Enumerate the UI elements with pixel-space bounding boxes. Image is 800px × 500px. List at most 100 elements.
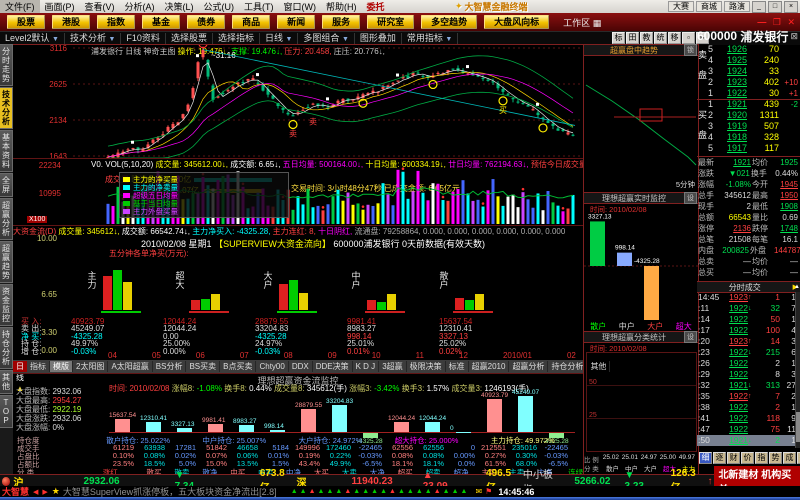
order-book-row[interactable]: 3 1924 33 <box>708 66 779 76</box>
mini-button[interactable]: 教 <box>640 32 653 44</box>
toolbar-button[interactable]: 指数 <box>97 15 136 29</box>
order-book-row[interactable]: 2 1920 1311 <box>708 110 779 120</box>
order-book-row[interactable]: 1 1922 30 +1 <box>708 88 798 98</box>
quote-tab[interactable]: 价 <box>741 452 754 464</box>
indicator-tab[interactable]: DDX <box>289 361 313 372</box>
sidebar-tab[interactable]: 技术分析 <box>0 87 13 129</box>
menu-item[interactable]: 窗口(W) <box>283 2 317 12</box>
menu-item[interactable]: 查看(V) <box>84 2 115 12</box>
indicator-tab[interactable]: Chty00 <box>256 361 289 372</box>
toolbar2-item[interactable]: 常用指标 ▼ <box>402 33 459 44</box>
toolbar-button[interactable]: 新闻 <box>277 15 316 29</box>
toolbar2-item[interactable]: Level2默认 ▼ <box>0 33 65 44</box>
toolbar-button[interactable]: 股票 <box>7 15 46 29</box>
toolbar-button[interactable]: 商品 <box>232 15 271 29</box>
menu-item[interactable]: 分析(A) <box>124 2 155 12</box>
indicator-tab[interactable]: 超赢分析 <box>509 361 549 372</box>
order-book-row[interactable]: 3 1919 507 <box>708 121 779 131</box>
sidebar-tab[interactable]: 基本资料 <box>0 130 13 172</box>
quote-tab[interactable]: 成 <box>783 452 796 464</box>
settings-button[interactable]: 设 <box>684 331 697 343</box>
mini-button[interactable]: 标 <box>612 32 625 44</box>
toolbar2-item[interactable]: 选择指标 <box>213 33 260 44</box>
menu-item[interactable]: 委托 <box>366 2 385 12</box>
sidebar-tab[interactable]: 资金监控 <box>0 284 13 326</box>
indicator-tab[interactable]: 其他 <box>587 361 611 372</box>
scrollbar-thumb[interactable] <box>796 412 800 442</box>
menu-item[interactable]: 工具(T) <box>244 2 274 12</box>
order-book-row[interactable]: 5 1917 117 <box>708 143 779 153</box>
menu-item[interactable]: 公式(U) <box>203 2 235 12</box>
sidebar-tab[interactable]: 全屏 <box>0 173 13 197</box>
order-book-row[interactable]: 1 1921 439 -2 <box>708 99 798 109</box>
menu-item[interactable]: 文件(F) <box>0 0 40 13</box>
close-icon[interactable]: × <box>784 1 798 13</box>
sidebar-tab[interactable]: 超赢趋势 <box>0 241 13 283</box>
indicator-tab[interactable]: A太阳超赢 <box>108 361 153 372</box>
menu-item[interactable]: 决策(L) <box>164 2 194 12</box>
titlebar-button[interactable]: 商城 <box>696 1 722 12</box>
toolbar-button[interactable]: 多空趋势 <box>421 15 478 29</box>
toolbar2-item[interactable]: F10资料 <box>121 33 166 44</box>
ticker-nav-arrows[interactable]: ◀ ▶ <box>33 488 49 496</box>
sidebar-tab[interactable]: 其他 <box>0 370 13 394</box>
lock-button[interactable]: 锁 <box>684 44 697 56</box>
order-book-row[interactable]: 4 1918 328 <box>708 132 779 142</box>
mini-button[interactable]: 田 <box>626 32 639 44</box>
titlebar-button[interactable]: 大赛 <box>668 1 694 12</box>
titlebar-button[interactable]: 路演 <box>724 1 750 12</box>
indicator-tab[interactable]: 超赢2010 <box>469 361 510 372</box>
quote-tab[interactable]: 细 <box>699 452 712 464</box>
toolbar-button[interactable]: 研究室 <box>367 15 415 29</box>
quote-tab[interactable]: 势 <box>769 452 782 464</box>
toolbar2-item[interactable]: 选择股票 <box>166 33 213 44</box>
period-tag[interactable]: 日线▲ <box>13 361 27 393</box>
flag-icon[interactable]: ⚑ <box>485 487 493 496</box>
toolbar-button[interactable]: 基金 <box>142 15 181 29</box>
workspace-label[interactable]: 工作区 ▦ <box>563 17 602 28</box>
toolbar2-item[interactable]: 多图组合 ▼ <box>298 33 355 44</box>
toolbar2-item[interactable]: 技术分析 ▼ <box>65 33 122 44</box>
order-book-row[interactable]: 2 1923 402 +10 <box>708 77 798 87</box>
indicator-tab[interactable]: 极限决策 <box>407 361 446 372</box>
toolbar-button[interactable]: 大盘风向标 <box>484 15 550 29</box>
indicator-tab[interactable]: 标准 <box>446 361 469 372</box>
mini-button[interactable]: 统 <box>654 32 667 44</box>
order-book-row[interactable]: 4 1925 240 <box>708 55 779 65</box>
indicator-tab[interactable]: DDE决策 <box>313 361 353 372</box>
menu-item[interactable]: 画面(P) <box>44 2 75 12</box>
order-book-row[interactable]: 5 1926 70 <box>708 44 779 54</box>
sidebar-tab[interactable]: 超赢分析 <box>0 198 13 240</box>
indicator-tab[interactable]: 3超赢 <box>379 361 407 372</box>
sidebar-tab[interactable]: 分时走势 <box>0 44 13 86</box>
mini-button[interactable]: 移 <box>668 32 681 44</box>
toolbar-button[interactable]: 债券 <box>187 15 226 29</box>
indicator-tab[interactable]: BS分析 <box>153 361 187 372</box>
toolbar-button[interactable]: 港股 <box>52 15 91 29</box>
settings-button[interactable]: 设 <box>684 192 697 204</box>
menu-item[interactable]: 帮助(H) <box>326 2 357 12</box>
quote-tab[interactable]: 指 <box>755 452 768 464</box>
mail-icon[interactable]: ✉ <box>475 487 483 496</box>
maximize-icon[interactable]: □ <box>768 1 782 13</box>
indicator-tab[interactable]: 持仓分析 <box>548 361 588 372</box>
scroll-up-icon[interactable]: ▲ <box>794 284 800 290</box>
toolbar2-item[interactable]: 日线 ▼ <box>260 33 299 44</box>
child-window-controls[interactable]: — ❐ ✕ <box>757 16 797 27</box>
quote-tab[interactable]: 财 <box>727 452 740 464</box>
indicator-tab[interactable]: BS买卖 <box>186 361 221 372</box>
sidebar-tab[interactable]: 持仓分析 <box>0 327 13 369</box>
mini-button[interactable]: ▫ <box>682 32 695 44</box>
play-icon[interactable]: ▶ <box>792 284 798 291</box>
minimize-icon[interactable]: _ <box>752 1 766 13</box>
toolbar2-item[interactable]: 图形叠加 <box>355 33 402 44</box>
scrollbar[interactable]: ▲ <box>794 284 800 448</box>
mini-button[interactable]: ▸ <box>696 32 709 44</box>
toolbar-button[interactable]: 服务 <box>322 15 361 29</box>
indicator-tab[interactable]: 2太阳图 <box>73 361 109 372</box>
indicator-tab[interactable]: B点买卖 <box>220 361 257 372</box>
indicator-tab[interactable]: 模版 <box>50 361 73 372</box>
close-icon[interactable]: ⊠ <box>790 30 798 41</box>
quote-tab[interactable]: 逐 <box>713 452 726 464</box>
